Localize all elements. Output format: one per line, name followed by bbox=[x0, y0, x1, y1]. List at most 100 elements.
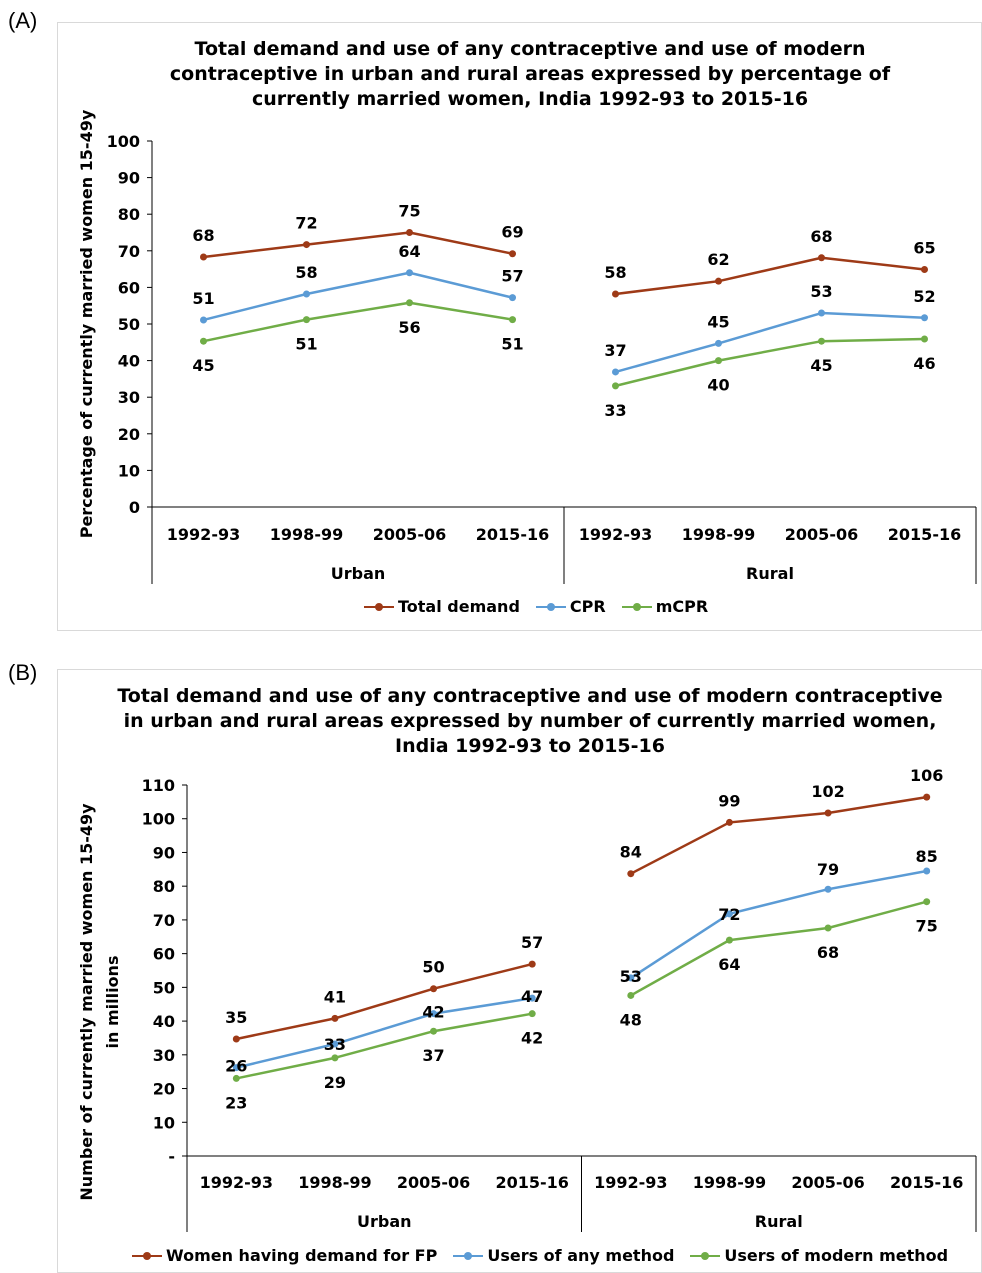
y-tick-label: 50 bbox=[118, 315, 140, 334]
data-label: 35 bbox=[225, 1008, 247, 1027]
data-point bbox=[200, 253, 207, 261]
data-label: 48 bbox=[620, 1010, 642, 1029]
y-tick-label: 100 bbox=[107, 132, 140, 151]
chart-title-line: contraceptive in urban and rural areas e… bbox=[169, 63, 891, 85]
x-tick-label: 2005-06 bbox=[785, 525, 858, 544]
data-label: 106 bbox=[910, 766, 943, 785]
data-point bbox=[725, 936, 733, 944]
legend-item: Women having demand for FP bbox=[132, 1246, 437, 1265]
legend-item: Total demand bbox=[364, 597, 520, 616]
data-label: 58 bbox=[295, 263, 317, 282]
chart-title-line: Total demand and use of any contraceptiv… bbox=[194, 38, 866, 60]
data-label: 42 bbox=[521, 1029, 543, 1048]
data-point bbox=[921, 314, 928, 322]
x-tick-label: 2005-06 bbox=[397, 1173, 470, 1192]
group-label: Urban bbox=[357, 1212, 412, 1231]
legend-swatch bbox=[453, 1250, 484, 1262]
data-label: 75 bbox=[398, 202, 420, 221]
legend-label: Women having demand for FP bbox=[166, 1246, 438, 1265]
panel-b-frame bbox=[57, 669, 982, 1273]
series-line bbox=[630, 869, 927, 979]
data-point bbox=[627, 870, 635, 878]
data-point bbox=[232, 1035, 240, 1043]
y-tick-label: 60 bbox=[118, 278, 140, 297]
data-point bbox=[612, 290, 619, 298]
y-tick-label: 70 bbox=[153, 911, 175, 930]
data-label: 51 bbox=[295, 335, 317, 354]
series-line bbox=[630, 900, 928, 997]
data-point bbox=[612, 368, 619, 376]
data-label: 72 bbox=[295, 214, 317, 233]
data-label: 57 bbox=[521, 933, 543, 952]
data-point bbox=[200, 337, 207, 345]
series-line bbox=[236, 996, 533, 1069]
data-point bbox=[923, 793, 931, 801]
data-point bbox=[528, 960, 536, 968]
x-tick-label: 1992-93 bbox=[200, 1173, 273, 1192]
legend-item: Users of modern method bbox=[690, 1246, 948, 1265]
group-label: Rural bbox=[746, 564, 794, 583]
data-label: 45 bbox=[707, 312, 729, 331]
data-point bbox=[303, 316, 310, 324]
data-label: 45 bbox=[192, 356, 214, 375]
data-label: 52 bbox=[913, 287, 935, 306]
data-label: 29 bbox=[324, 1073, 346, 1092]
y-tick-label: 0 bbox=[129, 498, 140, 517]
data-label: 56 bbox=[398, 318, 420, 337]
chart-b-title: Total demand and use of any contraceptiv… bbox=[100, 684, 960, 759]
legend-label: CPR bbox=[569, 597, 606, 616]
y-tick-label: 70 bbox=[118, 242, 140, 261]
x-tick-label: 2015-16 bbox=[888, 525, 961, 544]
data-point bbox=[725, 910, 733, 918]
y-tick-label: 10 bbox=[118, 461, 140, 480]
data-label: 46 bbox=[913, 354, 935, 373]
data-label: 62 bbox=[707, 250, 729, 269]
data-point bbox=[430, 1027, 438, 1035]
data-label: 85 bbox=[916, 847, 938, 866]
data-point bbox=[818, 309, 825, 317]
x-tick-label: 2005-06 bbox=[373, 525, 446, 544]
y-tick-label: - bbox=[168, 1147, 175, 1166]
data-label: 84 bbox=[620, 843, 642, 862]
data-point bbox=[430, 985, 438, 993]
data-point bbox=[824, 885, 832, 893]
panel-a-frame bbox=[57, 22, 982, 631]
data-point bbox=[200, 316, 207, 324]
data-label: 68 bbox=[192, 226, 214, 245]
data-label: 42 bbox=[422, 1003, 444, 1022]
data-label: 26 bbox=[225, 1057, 247, 1076]
data-point bbox=[331, 1040, 339, 1048]
data-point bbox=[715, 357, 722, 365]
y-tick-label: 40 bbox=[153, 1012, 175, 1031]
data-label: 64 bbox=[718, 955, 740, 974]
data-label: 53 bbox=[620, 967, 642, 986]
chart-a: 0 10 20 30 40 50 60 70 80 90 100 Percentage of curr… bbox=[77, 109, 977, 584]
data-point bbox=[509, 294, 516, 302]
data-point bbox=[627, 991, 635, 999]
y-tick-label: 30 bbox=[118, 388, 140, 407]
y-tick-label: 80 bbox=[153, 877, 175, 896]
y-tick-label: 90 bbox=[153, 843, 175, 862]
y-tick-label: 20 bbox=[153, 1080, 175, 1099]
data-point bbox=[331, 1054, 339, 1062]
series-line bbox=[615, 256, 925, 296]
data-label: 64 bbox=[398, 242, 420, 261]
data-label: 72 bbox=[718, 905, 740, 924]
group-label: Urban bbox=[331, 564, 386, 583]
data-point bbox=[232, 1064, 240, 1072]
data-label: 102 bbox=[811, 782, 844, 801]
chart-a-title: Total demand and use of any contraceptiv… bbox=[120, 37, 940, 112]
y-tick-label: 50 bbox=[153, 978, 175, 997]
legend-swatch bbox=[535, 601, 566, 613]
y-tick-label: 110 bbox=[142, 776, 175, 795]
series-line bbox=[615, 311, 925, 374]
data-label: 75 bbox=[916, 917, 938, 936]
legend-swatch bbox=[364, 601, 394, 613]
y-tick-label: 20 bbox=[118, 425, 140, 444]
y-tick-label: 30 bbox=[153, 1046, 175, 1065]
data-point bbox=[406, 229, 413, 236]
legend-item: mCPR bbox=[621, 597, 708, 616]
data-point bbox=[627, 974, 635, 982]
chart-title-line: currently married women, India 1992-93 t… bbox=[251, 88, 809, 110]
x-tick-label: 1998-99 bbox=[693, 1173, 766, 1192]
